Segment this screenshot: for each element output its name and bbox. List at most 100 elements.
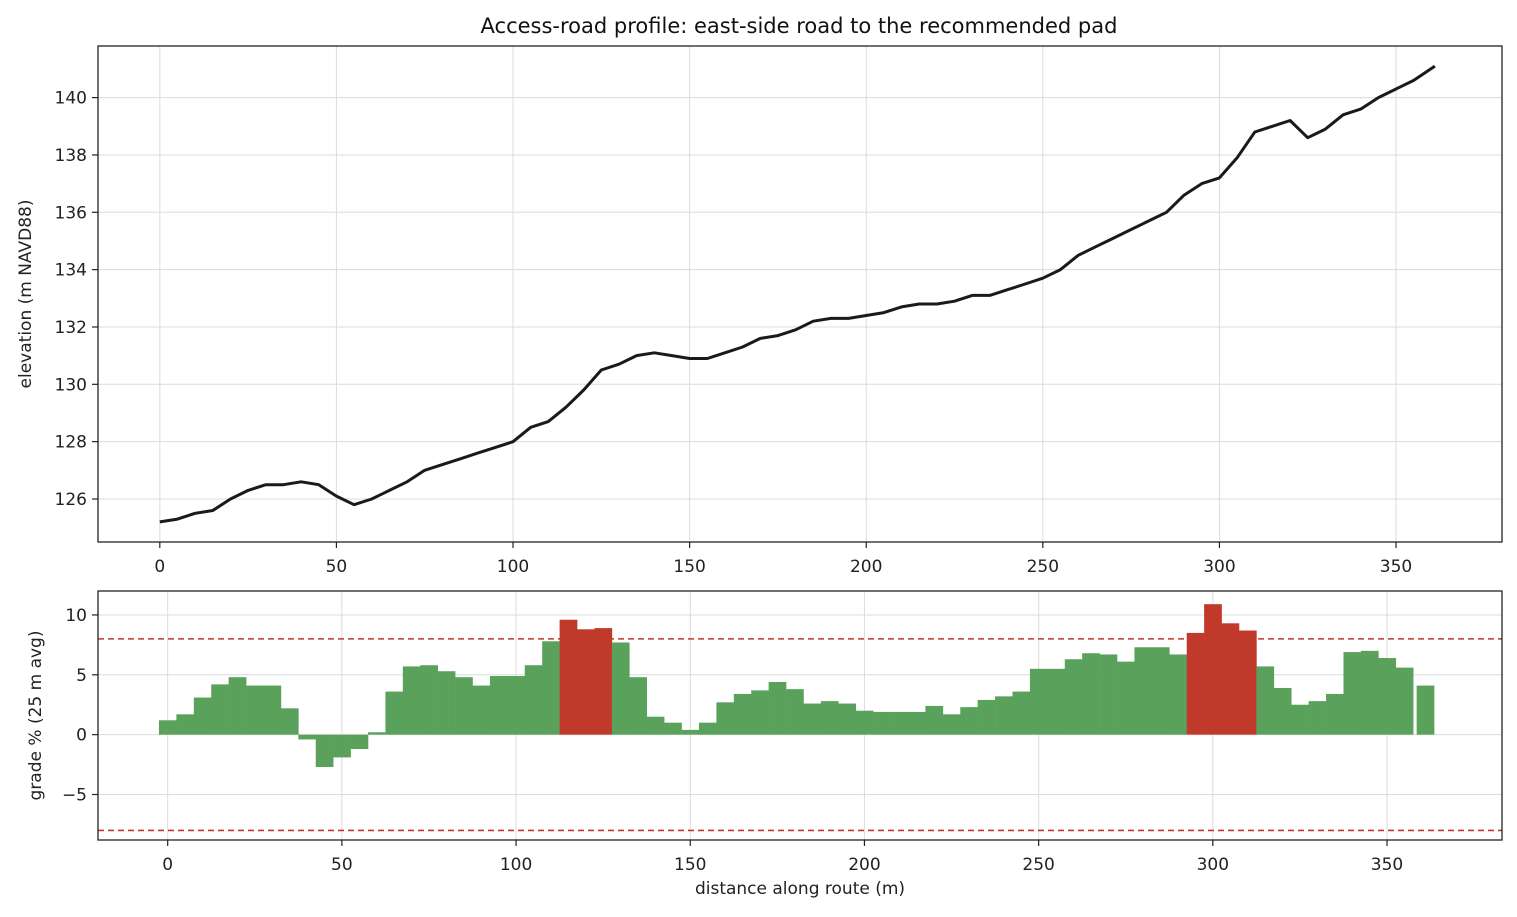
grade-bar: [489, 676, 508, 735]
grade-y-tick-label: 0: [76, 726, 87, 746]
grade-bar: [455, 677, 473, 735]
grade-x-tick-label: 200: [848, 855, 880, 875]
grade-bar: [1047, 668, 1066, 735]
grade-bar: [193, 697, 212, 735]
elevation-y-tick-label: 138: [55, 146, 87, 166]
grade-y-tick-label: −5: [62, 786, 87, 806]
grade-bar: [942, 714, 961, 735]
grade-bar: [507, 676, 526, 735]
grade-x-tick-label: 300: [1197, 855, 1229, 875]
grade-bar: [1117, 661, 1135, 735]
grade-bar: [298, 734, 317, 740]
grade-bar: [803, 703, 822, 735]
grade-bar: [751, 690, 769, 735]
grade-bar: [768, 681, 787, 735]
grade-bar: [1256, 666, 1275, 735]
grade-bar: [280, 708, 299, 735]
grade-bar: [368, 732, 386, 735]
elevation-axes-frame: [97, 45, 1503, 543]
grade-bar-steep: [594, 628, 613, 735]
grade-y-tick-label: 5: [76, 666, 87, 686]
chart-title: Access-road profile: east-side road to t…: [481, 14, 1118, 38]
grade-bar: [629, 677, 648, 735]
grade-bar: [908, 711, 926, 735]
grade-x-tick-label: 50: [331, 855, 353, 875]
grade-bar: [1360, 650, 1379, 735]
grade-bar: [960, 707, 978, 735]
grade-bar: [333, 734, 351, 758]
grade-axes-frame: [97, 590, 1503, 841]
grade-bar: [1343, 652, 1362, 735]
grade-bar: [472, 685, 491, 735]
grade-x-tick-label: 250: [1022, 855, 1054, 875]
grade-bar: [716, 702, 735, 735]
grade-bar-steep: [577, 629, 595, 735]
grade-bar: [1416, 685, 1435, 735]
grade-bar: [820, 701, 839, 735]
grade-bar: [263, 685, 282, 735]
elevation-y-tick-label: 128: [55, 433, 87, 453]
grade-x-tick-label: 100: [500, 855, 532, 875]
grade-bar-steep: [1238, 630, 1257, 735]
grade-bar-steep: [1221, 623, 1240, 735]
grade-bar: [1378, 658, 1397, 735]
grade-bar: [1064, 659, 1083, 735]
grade-bar: [350, 734, 369, 750]
grade-bar: [524, 665, 543, 735]
elevation-y-tick-label: 130: [55, 375, 87, 395]
elevation-x-tick-label: 0: [154, 557, 165, 577]
elevation-x-tick-label: 100: [497, 557, 529, 577]
grade-bar: [385, 691, 404, 735]
grade-bar: [542, 641, 560, 735]
grade-y-axis-label: grade % (25 m avg): [26, 631, 46, 801]
grade-bar-steep: [1204, 604, 1222, 735]
grade-bar: [1082, 653, 1100, 735]
grade-bar: [1273, 687, 1292, 735]
grade-bar: [890, 711, 909, 735]
grade-bar: [1012, 691, 1031, 735]
elevation-x-tick-label: 300: [1203, 557, 1235, 577]
elevation-y-tick-label: 140: [55, 89, 87, 109]
grade-x-tick-label: 350: [1371, 855, 1403, 875]
grade-bar: [1291, 704, 1309, 735]
grade-bar: [838, 703, 857, 735]
grade-bar: [315, 734, 334, 767]
grade-panel: 0 50 100 150 200 250 300 350 −5 0 5 10 grade % (25 m…: [26, 590, 1503, 899]
elevation-y-axis-label: elevation (m NAVD88): [16, 200, 36, 389]
grade-bar: [646, 716, 665, 735]
elevation-y-tick-label: 126: [55, 490, 87, 510]
grade-bar: [211, 684, 229, 735]
grade-bar: [977, 699, 996, 735]
elevation-x-tick-label: 150: [673, 557, 705, 577]
grade-bar: [176, 714, 195, 735]
grade-bar: [733, 693, 752, 735]
elevation-x-tick-label: 350: [1380, 557, 1412, 577]
grade-bar: [158, 720, 177, 735]
grade-y-tick-label: 10: [65, 606, 87, 626]
grade-bar: [664, 722, 682, 735]
grade-bar: [420, 665, 438, 735]
grade-bar: [246, 685, 264, 735]
grade-bar: [873, 711, 891, 735]
grade-bar-steep: [559, 619, 578, 735]
grade-bar-steep: [1186, 632, 1205, 735]
grade-bar: [1134, 647, 1153, 735]
grade-bar: [437, 671, 456, 735]
grade-bar: [228, 677, 247, 735]
elevation-panel: 0 50 100 150 200 250 300 350 126 128 130 132 134 136 1…: [16, 45, 1503, 577]
elevation-line: [159, 64, 1436, 524]
elevation-y-tick-label: 134: [55, 261, 87, 281]
grade-bar: [925, 705, 944, 735]
grade-bar: [1151, 647, 1170, 735]
elevation-x-tick-label: 50: [326, 557, 348, 577]
elevation-x-tick-label: 200: [850, 557, 882, 577]
elevation-y-tick-label: 132: [55, 318, 87, 338]
grade-bar: [1308, 701, 1327, 735]
grade-x-tick-label: 0: [162, 855, 173, 875]
grade-bar: [786, 689, 804, 735]
grade-bar: [1169, 654, 1188, 735]
grade-x-axis-label: distance along route (m): [695, 879, 905, 899]
grade-x-tick-label: 150: [674, 855, 706, 875]
grade-bar: [402, 666, 421, 735]
